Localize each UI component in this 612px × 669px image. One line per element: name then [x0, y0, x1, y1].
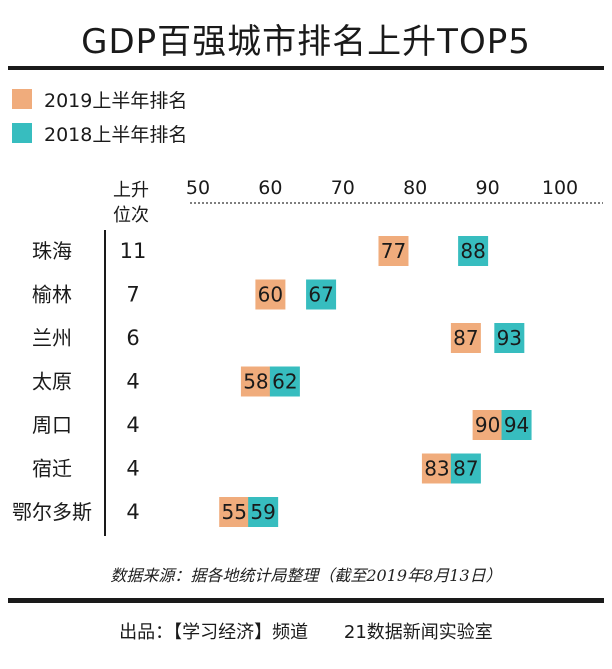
chart-row: 兰州 6 87 93: [32, 323, 525, 353]
legend-swatch-2019: [12, 89, 32, 109]
rank-2019-label: 55: [221, 500, 246, 524]
legend-item-2019: 2019上半年排名: [12, 82, 187, 116]
chart-row: 太原 4 58 62: [32, 366, 300, 397]
rank-2018-marker: [458, 236, 489, 266]
rise-value: 4: [126, 500, 139, 524]
rank-2019-label: 83: [424, 457, 449, 481]
rank-2019-marker: [472, 410, 503, 440]
rank-2019-label: 87: [453, 326, 478, 350]
chart-row: 鄂尔多斯 4 55 59: [12, 497, 279, 527]
rise-value: 11: [120, 239, 147, 263]
page-title: GDP百强城市排名上升TOP5: [81, 22, 531, 62]
tick-labels: 50 60 70 80 90 100: [186, 177, 578, 199]
city-label: 兰州: [32, 326, 72, 350]
rank-2019-marker: [255, 279, 286, 310]
legend-label-2019: 2019上半年排名: [44, 89, 188, 112]
x-tick-label: 50: [186, 177, 210, 199]
legend: 2019上半年排名 2018上半年排名: [12, 82, 187, 150]
rank-2018-marker: [494, 323, 525, 353]
city-label: 榆林: [32, 283, 72, 307]
rise-value: 4: [126, 457, 139, 481]
rise-value: 4: [126, 413, 139, 437]
rank-2019-marker: [378, 236, 409, 266]
city-label: 周口: [32, 413, 72, 437]
rise-value: 4: [126, 370, 139, 394]
legend-swatch-2018: [12, 123, 32, 143]
rank-2018-label: 67: [308, 283, 333, 307]
rank-2018-marker: [269, 366, 300, 397]
rank-2019-label: 77: [381, 239, 406, 263]
rank-2018-label: 62: [272, 370, 297, 394]
rank-2018-marker: [450, 453, 481, 484]
chart-row: 榆林 7 60 67: [32, 279, 337, 310]
rank-2019-label: 60: [258, 283, 283, 307]
rank-2018-label: 93: [497, 326, 522, 350]
city-label: 宿迁: [32, 457, 72, 481]
rise-value: 6: [126, 326, 139, 350]
x-tick-label: 60: [258, 177, 282, 199]
rise-value: 7: [126, 283, 139, 307]
column-header-line1: 上升: [113, 180, 149, 201]
column-header-line2: 位次: [113, 205, 149, 226]
footer-lab: 21数据新闻实验室: [343, 622, 493, 643]
chart-row: 周口 4 90 94: [32, 410, 532, 440]
x-tick-label: 70: [331, 177, 355, 199]
chart-row: 珠海 11 77 88: [32, 236, 489, 266]
chart-rows: 珠海 11 77 88 榆林 7 60 67 兰州 6 87 93 太原 4 58 62 周口 4 90 94 宿迁 4 8…: [12, 236, 532, 527]
footer-publisher: 出品：【学习经济】频道: [119, 622, 309, 643]
rank-2018-marker: [501, 410, 532, 440]
rank-2019-label: 90: [475, 413, 500, 437]
legend-label-2018: 2018上半年排名: [44, 123, 188, 146]
rank-2018-label: 59: [250, 500, 275, 524]
rank-2018-marker: [248, 497, 279, 527]
city-label: 太原: [32, 370, 72, 394]
title-divider: [8, 66, 604, 70]
rank-2019-marker: [450, 323, 481, 353]
footer: 出品：【学习经济】频道 21数据新闻实验室: [0, 618, 612, 644]
rank-2019-marker: [421, 453, 452, 484]
rank-2019-label: 58: [243, 370, 268, 394]
city-label: 鄂尔多斯: [12, 500, 92, 524]
x-tick-label: 90: [476, 177, 500, 199]
x-tick-label: 100: [542, 177, 578, 199]
x-tick-label: 80: [403, 177, 427, 199]
rank-2019-marker: [240, 366, 271, 397]
rank-2018-label: 88: [460, 239, 485, 263]
city-label: 珠海: [32, 239, 72, 263]
rank-2018-label: 94: [504, 413, 529, 437]
rank-2018-label: 87: [453, 457, 478, 481]
rank-2018-marker: [306, 279, 337, 310]
footer-divider: [8, 598, 604, 603]
source-note: 数据来源：据各地统计局整理（截至2019年8月13日）: [110, 566, 502, 585]
chart-row: 宿迁 4 83 87: [32, 453, 481, 484]
legend-item-2018: 2018上半年排名: [12, 116, 187, 150]
rank-2019-marker: [219, 497, 250, 527]
